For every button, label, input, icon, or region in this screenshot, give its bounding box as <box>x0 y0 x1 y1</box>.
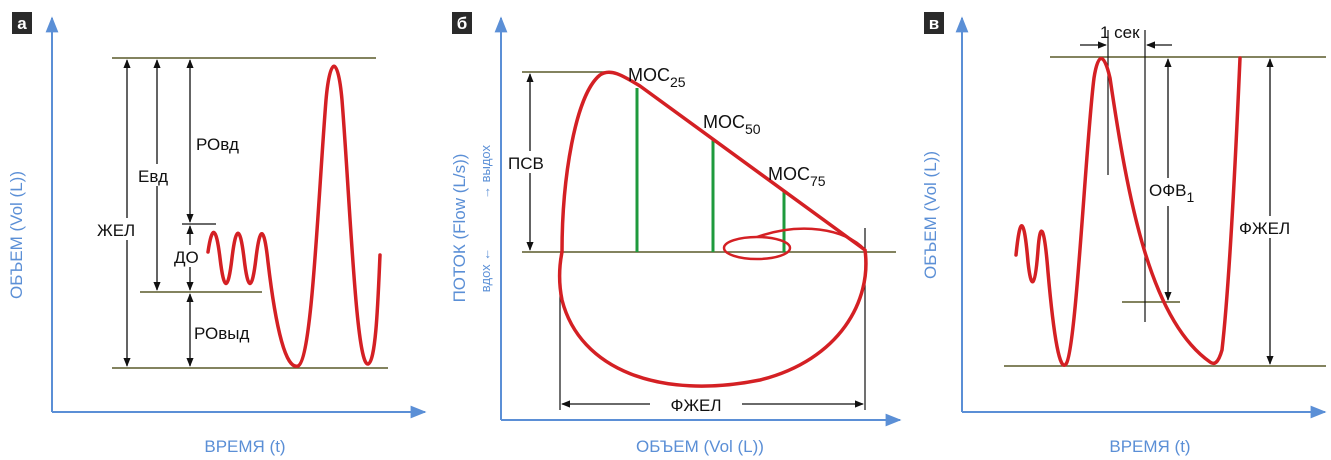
panel-a-x-label: ВРЕМЯ (t) <box>204 437 285 456</box>
panel-a-y-label: ОБЪЕМ (Vol (L)) <box>7 171 26 299</box>
panel-c-ofv-label: ОФВ1 <box>1149 181 1195 205</box>
panel-b: б ПОТОК (Flow (L/s)) → выдох вдох ← ОБЪЕ… <box>450 12 902 456</box>
panel-a-volume-curve <box>206 64 382 368</box>
panel-b-tidal-loop <box>722 235 792 261</box>
panel-b-mos50-label: МОС50 <box>703 112 761 137</box>
panel-a-do-label: ДО <box>174 248 199 267</box>
panel-c-volume-curve <box>1014 56 1242 367</box>
panel-a-zhel-label: ЖЕЛ <box>97 221 135 240</box>
panel-a-rovyd-label: РОвыд <box>194 324 249 343</box>
panel-c-y-label: ОБЪЕМ (Vol (L)) <box>921 151 940 279</box>
panel-b-flow-loop <box>557 70 868 388</box>
panel-b-tidal-tail <box>756 227 866 251</box>
panel-b-mos25-label: МОС25 <box>628 65 686 90</box>
panel-c-letter-bg <box>924 12 944 34</box>
panel-a-letter: а <box>17 14 27 33</box>
panel-b-y-label: ПОТОК (Flow (L/s)) <box>450 154 469 303</box>
panel-c-letter: в <box>929 14 939 33</box>
panel-a-evd-label: Евд <box>138 167 168 186</box>
panel-b-psv-label: ПСВ <box>508 154 544 173</box>
panel-c: в ОБЪЕМ (Vol (L)) ВРЕМЯ (t) 1 сек ОФВ1 Ф… <box>921 12 1327 456</box>
panel-c-x-label: ВРЕМЯ (t) <box>1109 437 1190 456</box>
panel-a-letter-bg <box>12 12 32 34</box>
panel-b-letter-bg <box>452 12 472 34</box>
panel-b-mos75-label: МОС75 <box>768 164 826 189</box>
panel-b-inhale-label: вдох ← <box>478 248 493 293</box>
panel-b-fzhel-label: ФЖЕЛ <box>670 396 721 415</box>
panel-c-sec-label: 1 сек <box>1100 23 1140 42</box>
panel-b-exhale-label: → выдох <box>478 144 493 199</box>
panel-a-rovd-label: РОвд <box>196 135 239 154</box>
panel-b-x-label: ОБЪЕМ (Vol (L)) <box>636 437 764 456</box>
panel-a: а ОБЪЕМ (Vol (L)) ВРЕМЯ (t) РОвд Евд ЖЕЛ… <box>7 12 427 456</box>
panel-b-letter: б <box>457 14 468 33</box>
panel-c-fzhel-label: ФЖЕЛ <box>1239 219 1290 238</box>
